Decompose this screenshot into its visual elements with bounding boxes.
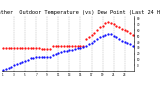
Title: Milwaukee Weather  Outdoor Temperature (vs) Dew Point (Last 24 Hours): Milwaukee Weather Outdoor Temperature (v… xyxy=(0,10,160,15)
